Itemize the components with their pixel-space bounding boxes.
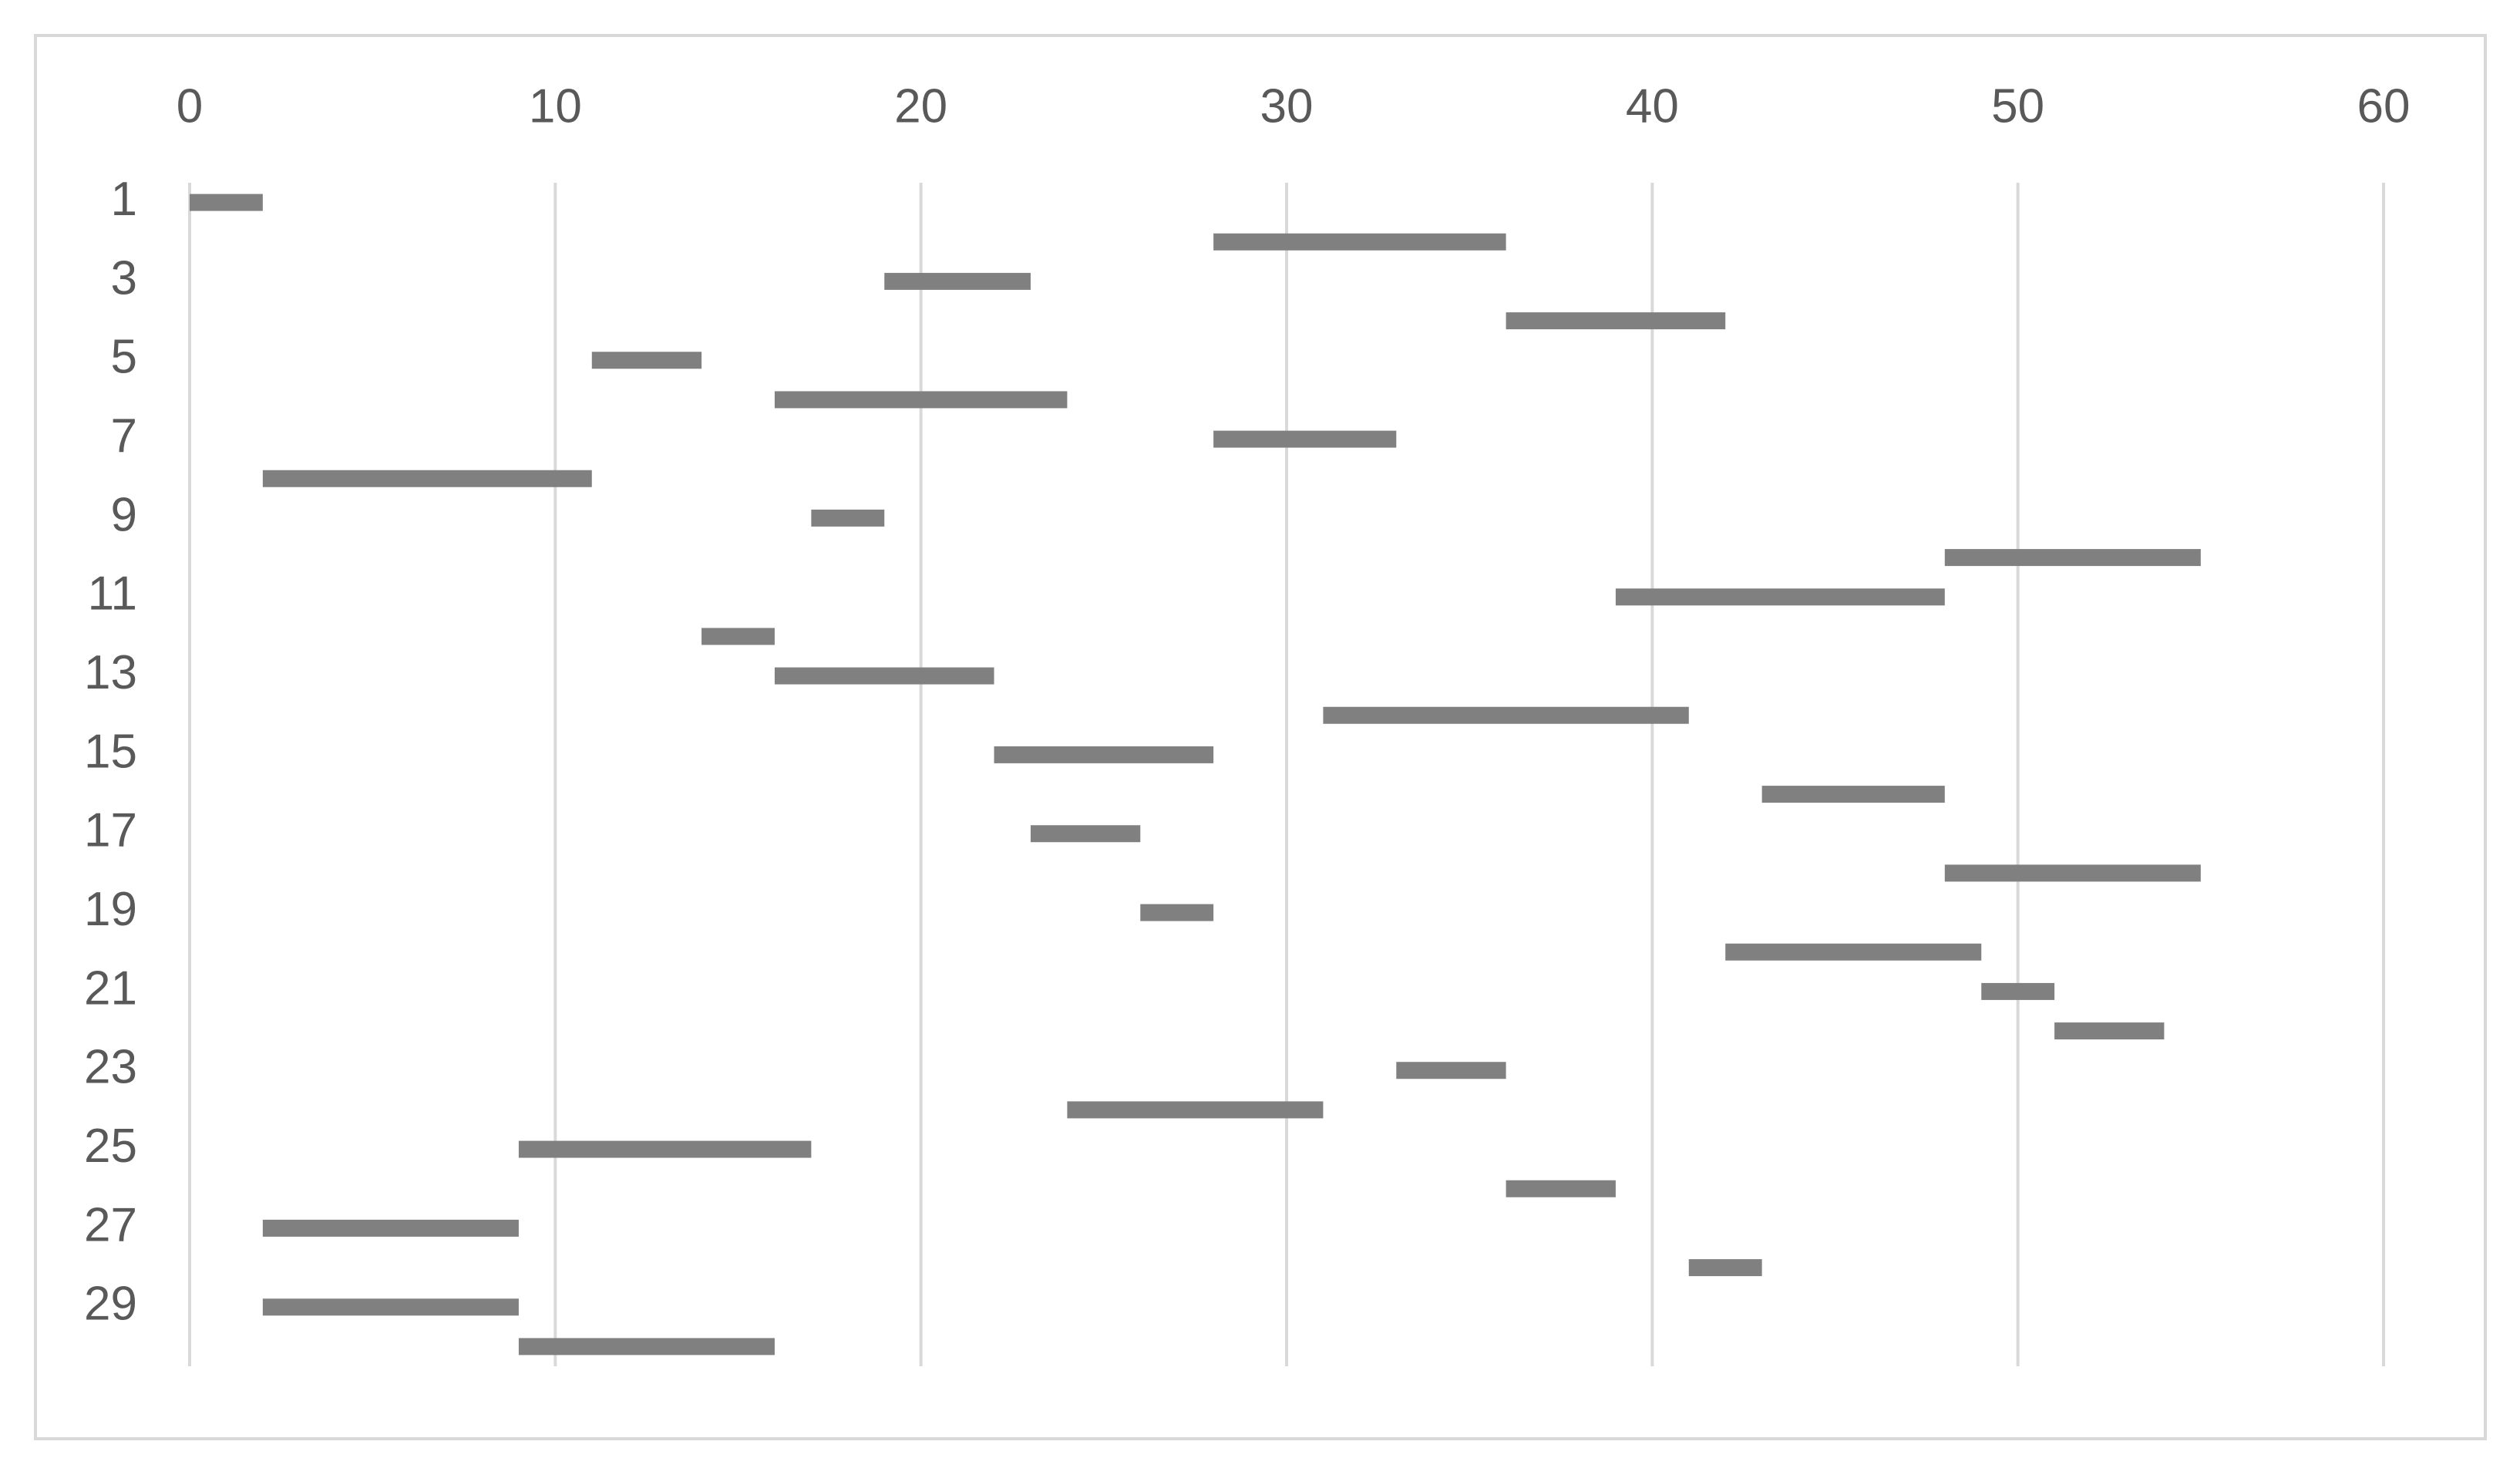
y-tick-label: 13 — [84, 646, 137, 699]
task-bar — [811, 509, 885, 527]
y-tick-label: 17 — [84, 804, 137, 857]
task-bar — [262, 1219, 519, 1237]
task-bar — [1761, 786, 1945, 803]
task-bar — [701, 628, 775, 645]
y-tick-label: 23 — [84, 1041, 137, 1094]
task-bar — [884, 272, 1031, 290]
y-tick-label: 9 — [111, 488, 137, 541]
task-bar — [1323, 706, 1689, 724]
task-bar — [1213, 233, 1506, 251]
task-bar — [1506, 1180, 1616, 1197]
y-tick-label: 7 — [111, 409, 137, 463]
x-tick-label: 20 — [894, 79, 947, 133]
y-tick-label: 15 — [84, 725, 137, 778]
task-bar — [1944, 864, 2201, 882]
task-bar — [518, 1140, 812, 1158]
y-tick-label: 1 — [111, 173, 137, 226]
y-tick-label: 25 — [84, 1120, 137, 1173]
y-tick-label: 29 — [84, 1278, 137, 1331]
task-bar — [1688, 1259, 1762, 1277]
task-bar — [1506, 312, 1726, 330]
x-tick-label: 50 — [1991, 79, 2044, 133]
x-tick-label: 0 — [177, 79, 203, 133]
task-bar — [1981, 982, 2055, 1000]
x-tick-label: 10 — [529, 79, 582, 133]
task-bar — [1140, 904, 1214, 921]
y-tick-label: 3 — [111, 251, 137, 305]
task-bar — [518, 1338, 775, 1355]
y-tick-label: 19 — [84, 883, 137, 936]
task-bar — [1725, 943, 1982, 961]
y-tick-label: 27 — [84, 1198, 137, 1251]
task-bar — [1213, 430, 1397, 448]
task-bar — [1067, 1101, 1324, 1119]
task-bar — [190, 194, 263, 211]
task-bar — [774, 667, 994, 685]
y-tick-label: 11 — [88, 567, 137, 621]
task-bar — [1030, 825, 1141, 843]
task-bar — [2054, 1022, 2165, 1040]
y-tick-label: 5 — [111, 331, 137, 384]
task-bar — [262, 1298, 519, 1316]
task-bar — [1615, 588, 1945, 606]
y-tick-label: 21 — [84, 961, 137, 1015]
x-tick-label: 60 — [2357, 79, 2411, 133]
task-bar — [994, 746, 1214, 763]
task-bar — [1396, 1062, 1506, 1079]
task-bar — [591, 352, 702, 369]
task-bar — [262, 470, 592, 487]
task-bar — [774, 391, 1068, 409]
x-tick-label: 40 — [1626, 79, 1679, 133]
task-bar — [1944, 549, 2201, 567]
x-tick-label: 30 — [1260, 79, 1314, 133]
chart-frame — [34, 34, 2487, 1440]
